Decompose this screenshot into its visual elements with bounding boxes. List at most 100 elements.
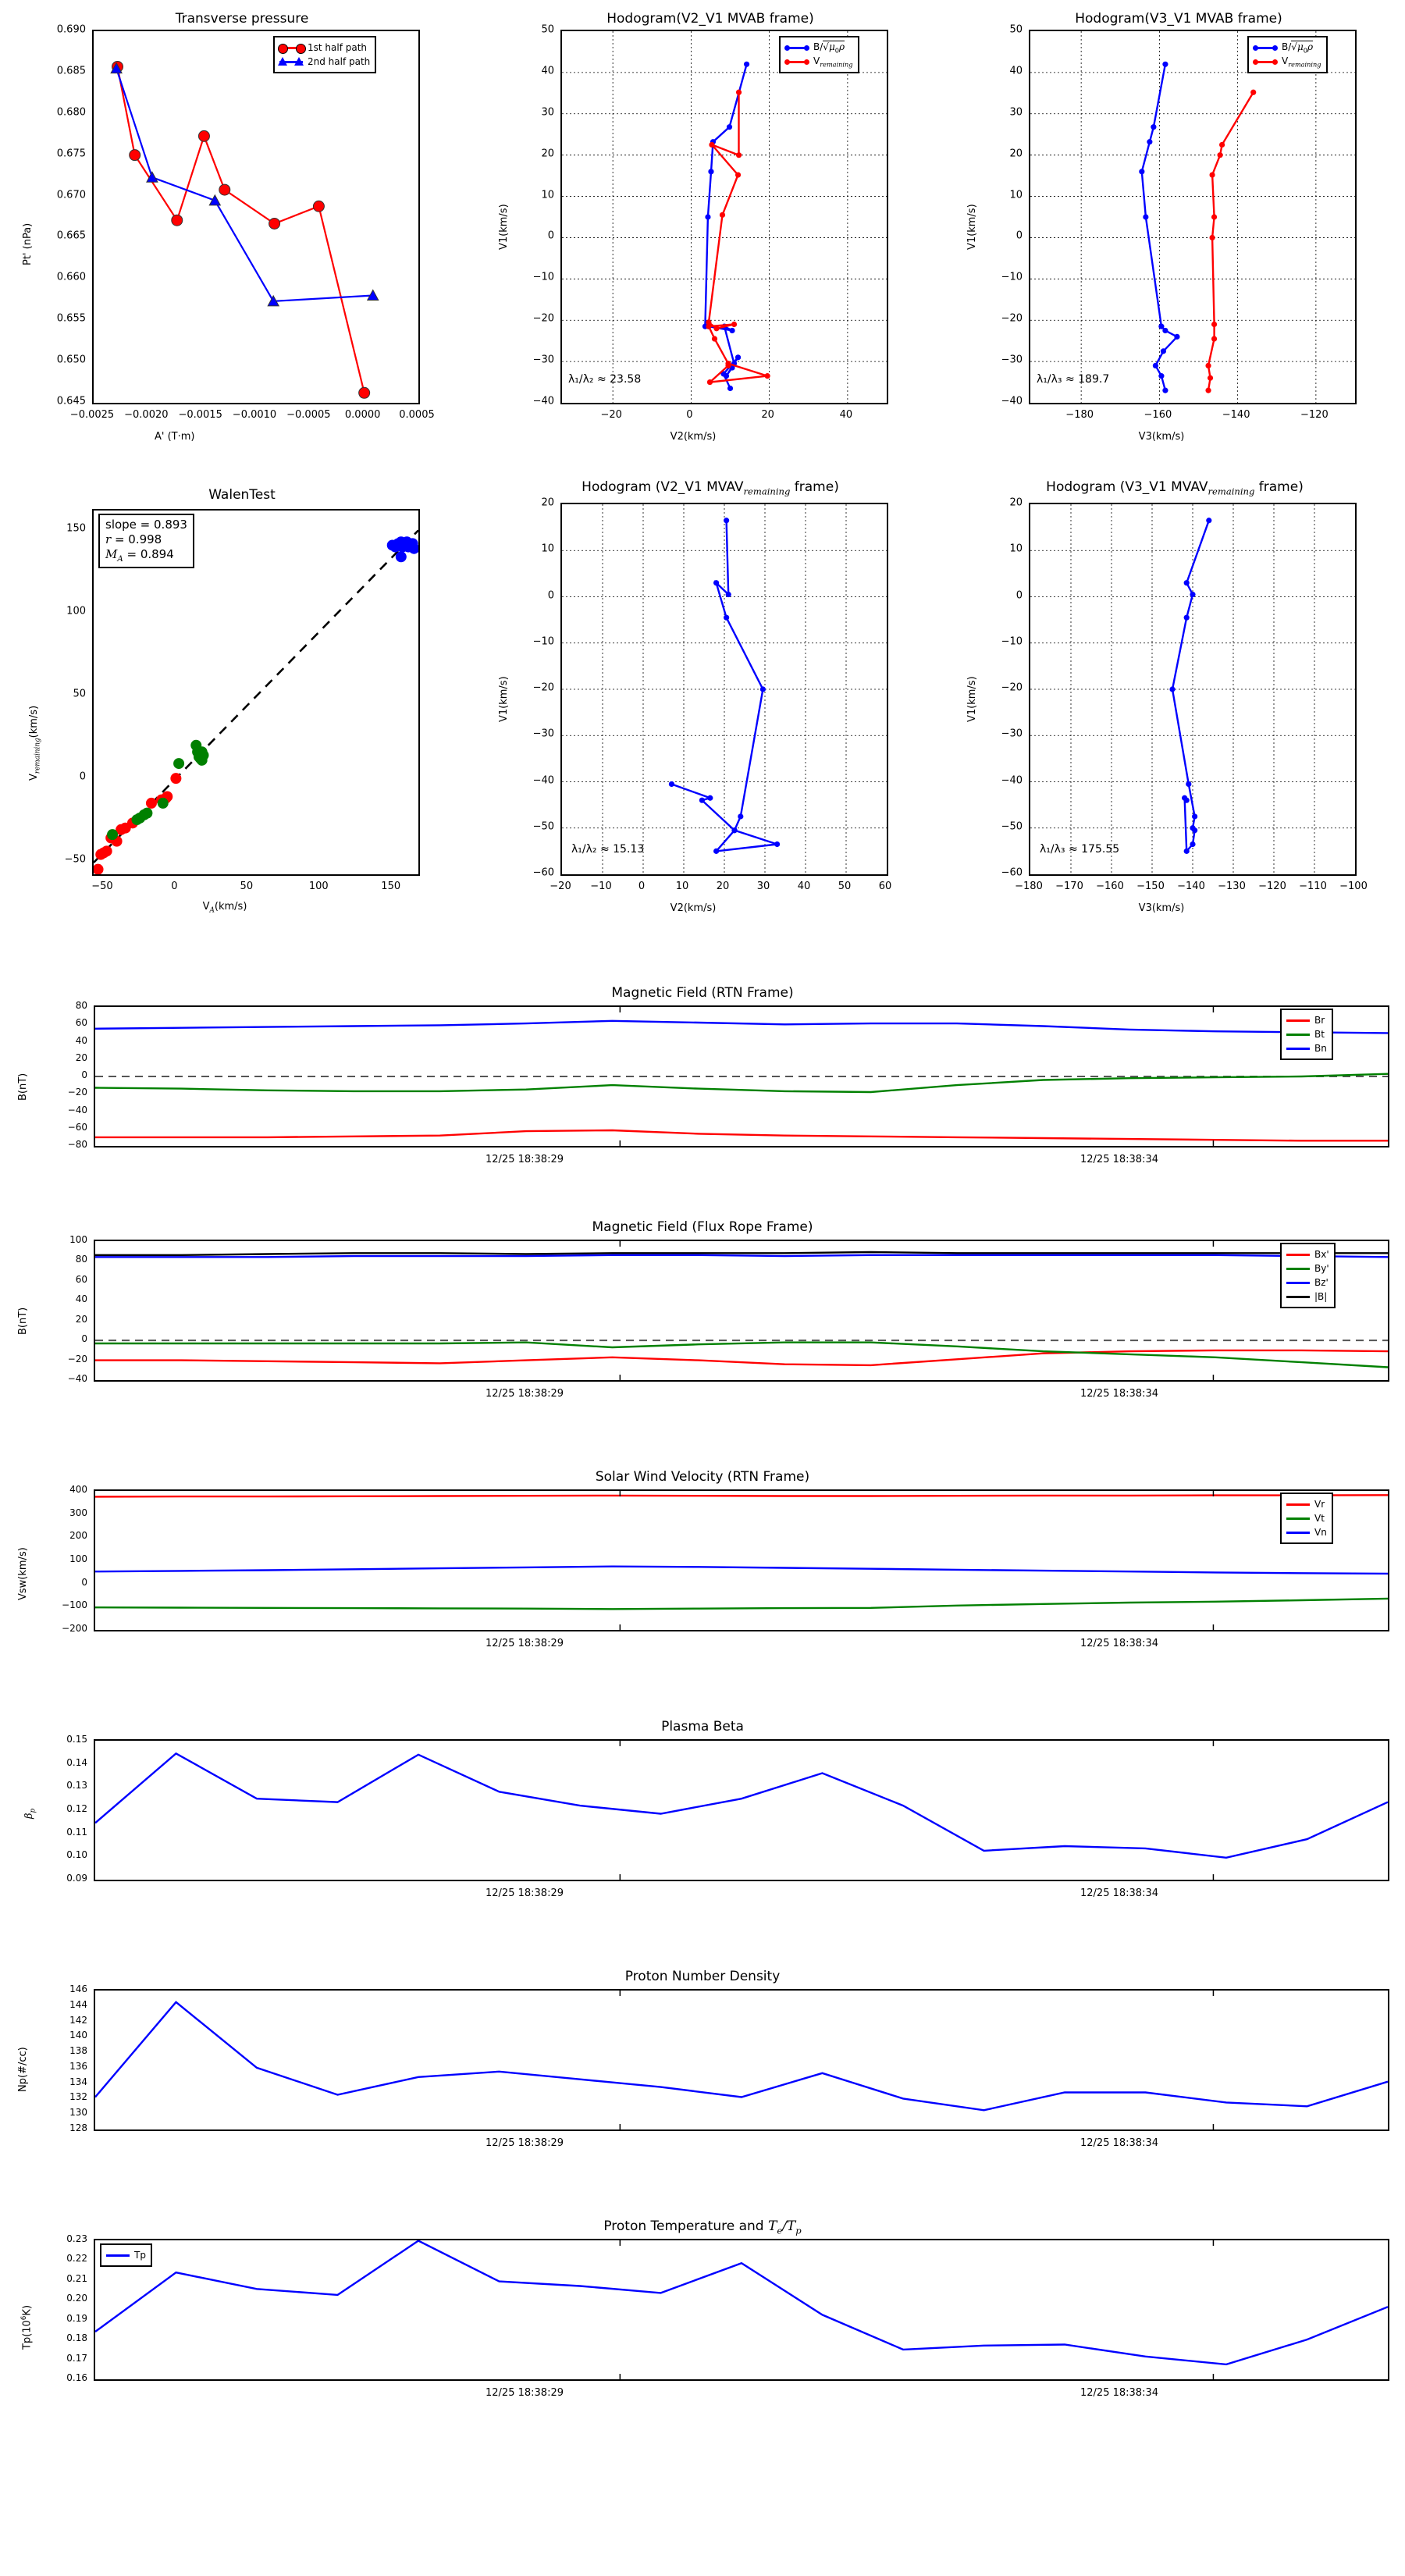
- legend: Vr Vt Vn: [1280, 1493, 1333, 1544]
- y-tick-label: −20: [1001, 312, 1023, 325]
- time-tick-label: 12/25 18:38:34: [1080, 1888, 1158, 1899]
- data-point: [1190, 841, 1196, 848]
- legend-label: |B|: [1314, 1291, 1328, 1302]
- y-tick-label: 0: [81, 1333, 87, 1345]
- series-line-Bz': [95, 1254, 1388, 1258]
- data-point: [1183, 614, 1190, 621]
- x-tick-label: −120: [1300, 409, 1329, 421]
- series-line-Vn: [95, 1565, 1388, 1575]
- legend-line-red: [1253, 59, 1278, 65]
- data-point: [366, 289, 379, 301]
- y-axis-label: Np(#/cc): [17, 2047, 29, 2092]
- series-line-beta_p: [95, 1752, 1388, 1859]
- eigenvalue-ratio-annotation: λ₁/λ₃ ≈ 189.7: [1037, 373, 1110, 386]
- y-tick-label: 20: [541, 148, 554, 160]
- y-tick-label: −200: [62, 1623, 87, 1634]
- time-tick-label: 12/25 18:38:34: [1080, 1388, 1158, 1400]
- y-tick-label: 0: [547, 589, 554, 601]
- series-line: [704, 63, 748, 390]
- plot-area: [94, 1240, 1389, 1382]
- y-tick-label: 0: [81, 1576, 87, 1588]
- legend-item: Tp: [106, 2248, 146, 2262]
- data-point: [709, 141, 715, 148]
- y-axis-label: V1(km/s): [498, 204, 510, 250]
- legend-item: B/√μ0ρ: [1253, 40, 1321, 55]
- data-point: [1183, 797, 1190, 803]
- legend-label: Vt: [1314, 1513, 1325, 1524]
- data-point: [395, 551, 407, 563]
- y-tick-label: 80: [75, 1254, 87, 1265]
- data-point: [743, 61, 750, 67]
- time-tick-label: 12/25 18:38:29: [486, 2137, 564, 2149]
- y-tick-label: 0.660: [56, 271, 86, 283]
- legend-line-babs: [1286, 1295, 1310, 1298]
- panel-title: Hodogram (V3_V1 MVAVremaining frame): [1046, 479, 1304, 497]
- x-axis-label: VA(km/s): [202, 901, 247, 915]
- time-tick-label: 12/25 18:38:29: [486, 2387, 564, 2399]
- fit-line: [94, 529, 418, 863]
- y-axis-label: Pt' (nPa): [22, 222, 34, 265]
- y-tick-label: 136: [69, 2060, 87, 2072]
- data-point: [1190, 591, 1196, 598]
- legend-item: |B|: [1286, 1290, 1329, 1304]
- y-tick-label: −20: [532, 681, 554, 694]
- legend-item: Vr: [1286, 1497, 1327, 1511]
- panel-magnetic-field-rtn: Magnetic Field (RTN Frame) B(nT) Br Bt B…: [0, 968, 1405, 1187]
- panel-title: Hodogram(V2_V1 MVAB frame): [606, 11, 814, 27]
- data-point: [764, 373, 770, 379]
- x-tick-label: −140: [1222, 409, 1250, 421]
- y-tick-label: 140: [69, 2030, 87, 2041]
- data-point: [94, 863, 104, 874]
- x-tick-label: 10: [675, 881, 689, 892]
- panel-magnetic-field-flux-rope: Magnetic Field (Flux Rope Frame) B(nT) B…: [0, 1202, 1405, 1421]
- y-tick-label: −60: [67, 1121, 87, 1133]
- y-tick-label: −20: [67, 1353, 87, 1364]
- legend-label: Bx': [1314, 1249, 1329, 1260]
- y-tick-label: 138: [69, 2045, 87, 2057]
- y-tick-label: 0: [1016, 589, 1023, 601]
- series-line-Bt: [95, 1073, 1388, 1094]
- x-tick-label: −0.0005: [286, 409, 331, 421]
- y-tick-label: 0: [81, 1069, 87, 1080]
- data-point: [726, 124, 733, 130]
- legend-label: Tp: [134, 2250, 146, 2261]
- x-tick-label: 100: [308, 881, 329, 892]
- data-point: [1147, 139, 1153, 145]
- data-point: [713, 848, 720, 854]
- plot-area: [1029, 30, 1357, 404]
- legend-item: 2nd half path: [278, 55, 370, 69]
- legend-marker-circle-red: [278, 43, 306, 54]
- data-point: [713, 580, 720, 586]
- data-point: [727, 385, 734, 392]
- eigenvalue-ratio-annotation: λ₁/λ₂ ≈ 23.58: [568, 373, 642, 386]
- legend-label: Bn: [1314, 1043, 1327, 1054]
- legend-line-bt: [1286, 1033, 1310, 1036]
- y-tick-label: −50: [1001, 820, 1023, 833]
- y-tick-label: 0.13: [66, 1780, 87, 1791]
- y-tick-label: 400: [69, 1484, 87, 1495]
- panel-title: Hodogram (V2_V1 MVAVremaining frame): [582, 479, 839, 497]
- y-tick-label: −30: [532, 728, 554, 740]
- data-point: [408, 543, 418, 554]
- data-point: [219, 183, 231, 196]
- y-tick-label: −60: [532, 866, 554, 879]
- data-point: [1250, 89, 1257, 95]
- series-line-Vt: [95, 1597, 1388, 1610]
- x-tick-label: 0.0000: [344, 409, 381, 421]
- x-tick-label: −0.0025: [69, 409, 115, 421]
- legend-label: Vn: [1314, 1527, 1327, 1538]
- legend-item: Bz': [1286, 1276, 1329, 1290]
- data-point: [1206, 518, 1212, 524]
- y-tick-label: 0.675: [56, 148, 86, 160]
- panel-title: Plasma Beta: [661, 1719, 744, 1735]
- x-tick-label: −20: [550, 881, 571, 892]
- data-point: [1186, 781, 1192, 788]
- data-point: [1192, 827, 1198, 834]
- y-tick-label: 20: [1009, 148, 1023, 160]
- x-tick-label: −160: [1144, 409, 1172, 421]
- y-tick-label: 0.22: [66, 2253, 87, 2265]
- panel-title: Proton Temperature and Te/Tp: [603, 2218, 802, 2236]
- y-tick-label: 40: [75, 1034, 87, 1046]
- x-tick-label: −170: [1055, 881, 1083, 892]
- legend-label: Bz': [1314, 1277, 1329, 1288]
